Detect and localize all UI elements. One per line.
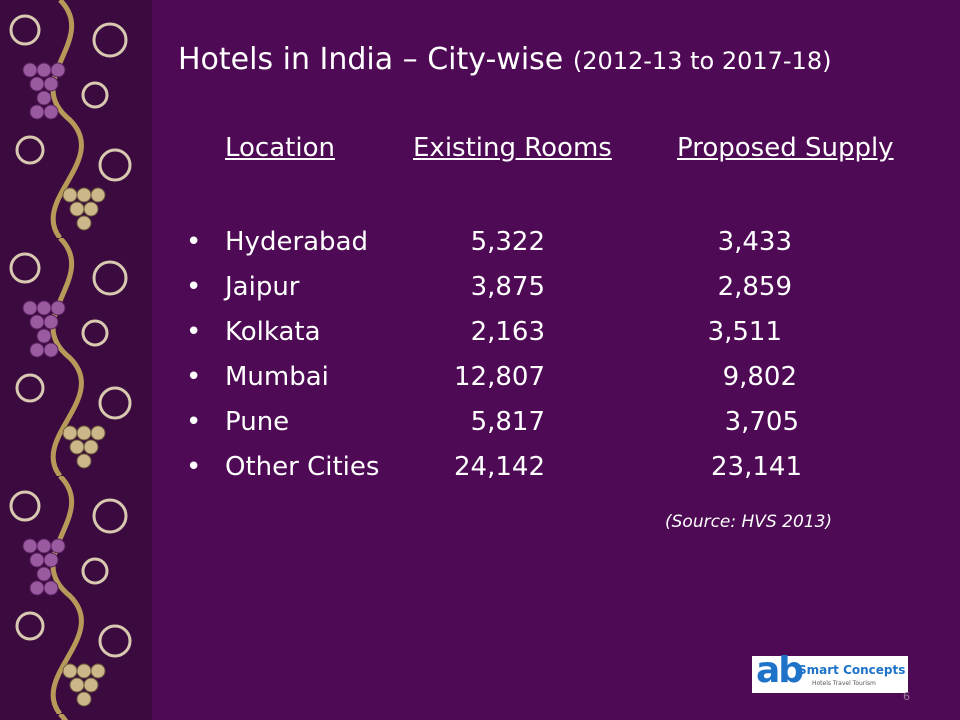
table-row: • Jaipur 3,875 2,859 (0, 272, 960, 312)
logo: ab Smart Concepts Hotels Travel Tourism (752, 650, 908, 693)
proposed-supply: 9,802 (722, 362, 797, 392)
bullet: • (186, 362, 202, 392)
table-row: • Kolkata 2,163 3,511 (0, 317, 960, 357)
column-header: Proposed Supply (677, 133, 894, 163)
proposed-supply: 3,511 (707, 317, 782, 347)
location: Hyderabad (225, 227, 368, 257)
page-number: 6 (903, 690, 910, 703)
existing-rooms: 3,875 (470, 272, 545, 302)
existing-rooms: 5,817 (470, 407, 545, 437)
bullet: • (186, 317, 202, 347)
subtitle: (2012-13 to 2017-18) (572, 47, 832, 75)
table-row: • Hyderabad 5,322 3,433 (0, 227, 960, 267)
bullet: • (186, 407, 202, 437)
table-row: • Other Cities 24,142 23,141 (0, 452, 960, 492)
proposed-supply: 2,859 (717, 272, 792, 302)
existing-rooms: 2,163 (470, 317, 545, 347)
location: Jaipur (225, 272, 300, 302)
decorative-strip (0, 0, 152, 720)
location: Kolkata (225, 317, 321, 347)
proposed-supply: 23,141 (711, 452, 802, 482)
bullet: • (186, 272, 202, 302)
location: Pune (225, 407, 290, 437)
table-row: • Pune 5,817 3,705 (0, 407, 960, 447)
bullet: • (186, 452, 202, 482)
title: Hotels in India – City-wise (2012-13 to … (178, 42, 831, 77)
location: Mumbai (225, 362, 329, 392)
column-header: Existing Rooms (413, 133, 612, 163)
column-header: Location (225, 133, 335, 163)
existing-rooms: 12,807 (454, 362, 545, 392)
location: Other Cities (225, 452, 380, 482)
title-main: Hotels in India – City-wise (178, 42, 564, 77)
existing-rooms: 5,322 (470, 227, 545, 257)
existing-rooms: 24,142 (454, 452, 545, 482)
proposed-supply: 3,433 (717, 227, 792, 257)
logo-mark: ab (756, 650, 804, 691)
logo-tagline: Hotels Travel Tourism (812, 680, 876, 687)
source-note: (Source: HVS 2013) (665, 512, 833, 532)
bullet: • (186, 227, 202, 257)
logo-name: Smart Concepts (798, 663, 906, 677)
table-row: • Mumbai 12,807 9,802 (0, 362, 960, 402)
proposed-supply: 3,705 (724, 407, 799, 437)
